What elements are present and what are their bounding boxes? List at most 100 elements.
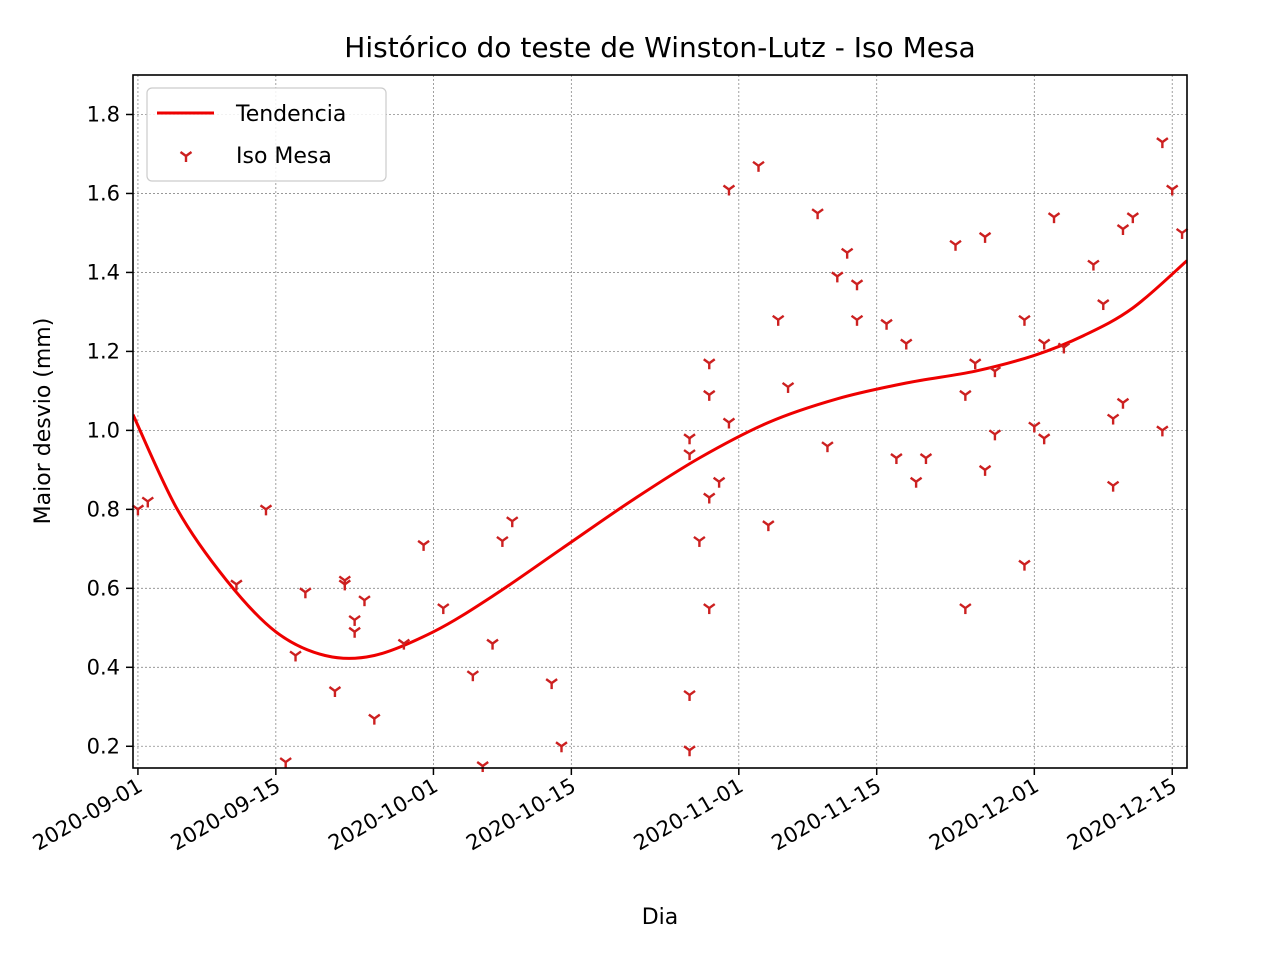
marker-stroke xyxy=(988,429,996,436)
legend-label-points: Iso Mesa xyxy=(236,144,332,169)
marker-stroke xyxy=(919,453,927,459)
marker-stroke xyxy=(545,678,553,685)
scatter-point xyxy=(978,231,992,243)
scatter-point xyxy=(890,453,903,465)
marker-stroke xyxy=(1126,212,1134,219)
scatter-point xyxy=(1116,397,1130,409)
marker-stroke xyxy=(728,417,736,424)
y-tick-label: 1.2 xyxy=(87,339,120,363)
scatter-point xyxy=(703,492,716,504)
marker-stroke xyxy=(299,587,307,594)
y-tick-label: 1.6 xyxy=(87,181,120,205)
marker-stroke xyxy=(555,741,563,748)
marker-stroke xyxy=(964,603,972,610)
y-tick-label: 1.4 xyxy=(87,260,120,284)
marker-stroke xyxy=(703,358,710,365)
marker-stroke xyxy=(1063,342,1071,349)
marker-stroke xyxy=(1122,224,1130,230)
scatter-point xyxy=(909,476,923,488)
marker-stroke xyxy=(1156,137,1164,144)
marker-stroke xyxy=(683,433,691,440)
y-tick-label: 0.4 xyxy=(87,655,120,679)
marker-stroke xyxy=(988,366,996,373)
scatter-point xyxy=(496,535,509,547)
marker-stroke xyxy=(959,603,967,610)
scatter-point xyxy=(683,689,696,701)
scatter-point xyxy=(1047,212,1061,224)
marker-stroke xyxy=(850,314,858,321)
marker-stroke xyxy=(703,492,710,499)
scatter-point xyxy=(683,433,696,445)
marker-stroke xyxy=(1053,212,1061,219)
marker-stroke xyxy=(712,476,720,483)
scatter-point xyxy=(417,539,430,551)
scatter-point xyxy=(328,686,342,697)
scatter-point xyxy=(683,449,696,461)
y-tick-label: 0.8 xyxy=(87,497,120,521)
marker-stroke xyxy=(348,626,356,633)
marker-stroke xyxy=(397,638,405,645)
marker-stroke xyxy=(1028,421,1036,428)
marker-stroke xyxy=(836,271,844,278)
scatter-markers xyxy=(131,137,1189,773)
marker-stroke xyxy=(984,464,992,471)
marker-stroke xyxy=(1112,480,1120,487)
legend-box xyxy=(146,87,387,182)
marker-stroke xyxy=(1037,433,1045,440)
marker-stroke xyxy=(481,761,489,767)
scatter-point xyxy=(722,184,736,196)
scatter-point xyxy=(703,358,716,370)
y-tick-label: 0.2 xyxy=(87,734,120,758)
marker-stroke xyxy=(718,476,726,483)
scatter-point xyxy=(831,271,844,283)
marker-stroke xyxy=(683,689,691,696)
marker-stroke xyxy=(368,713,376,720)
scatter-point xyxy=(821,441,834,453)
legend-label-trend: Tendencia xyxy=(235,102,346,127)
marker-stroke xyxy=(683,449,691,456)
marker-stroke xyxy=(1102,299,1110,305)
scatter-point xyxy=(703,603,716,615)
marker-stroke xyxy=(925,453,933,459)
marker-stroke xyxy=(442,603,450,610)
marker-stroke xyxy=(708,358,716,365)
scatter-point xyxy=(850,314,864,326)
scatter-point xyxy=(545,678,558,690)
scatter-point xyxy=(1156,137,1169,149)
scatter-point xyxy=(358,595,371,607)
marker-stroke xyxy=(437,603,444,610)
scatter-point xyxy=(1106,413,1120,425)
scatter-point xyxy=(712,476,726,488)
marker-stroke xyxy=(909,476,917,483)
marker-stroke xyxy=(1087,259,1095,266)
scatter-point xyxy=(1116,224,1130,235)
scatter-point xyxy=(978,464,992,476)
scatter-point xyxy=(279,757,292,769)
scatter-point xyxy=(338,579,351,591)
marker-stroke xyxy=(708,492,716,499)
marker-stroke xyxy=(959,389,967,396)
scatter-point xyxy=(969,358,982,370)
marker-stroke xyxy=(984,231,992,238)
marker-stroke xyxy=(353,614,361,621)
scatter-point xyxy=(1166,184,1179,196)
scatter-point xyxy=(1156,425,1169,437)
marker-stroke xyxy=(703,603,710,610)
marker-stroke xyxy=(1106,413,1114,420)
marker-stroke xyxy=(949,239,957,246)
marker-stroke xyxy=(1097,299,1104,305)
marker-stroke xyxy=(1018,314,1026,321)
y-axis-ticks: 0.2 0.4 0.6 0.8 1.0 1.2 1.4 1.6 1.8 xyxy=(87,102,133,758)
marker-stroke xyxy=(1156,425,1164,432)
marker-stroke xyxy=(235,579,243,586)
scatter-point xyxy=(959,603,972,615)
marker-stroke xyxy=(994,366,1002,373)
marker-stroke xyxy=(1171,184,1179,191)
marker-stroke xyxy=(978,231,986,238)
chart-title: Histórico do teste de Winston-Lutz - Iso… xyxy=(344,31,975,64)
marker-stroke xyxy=(506,516,513,523)
marker-stroke xyxy=(137,504,145,511)
marker-stroke xyxy=(472,670,480,677)
scatter-point xyxy=(683,745,696,757)
marker-stroke xyxy=(821,441,829,448)
